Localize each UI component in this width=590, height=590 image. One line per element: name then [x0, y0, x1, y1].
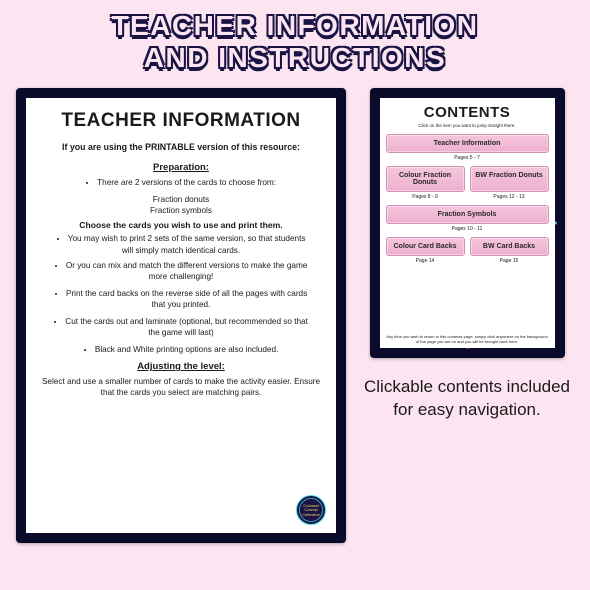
version-lines: Fraction donuts Fraction symbols	[36, 194, 326, 216]
page-header: TEACHER INFORMATION AND INSTRUCTIONS	[0, 0, 590, 88]
prep-list-4: Cut the cards out and laminate (optional…	[36, 316, 326, 338]
contents-row-4: Colour Card Backs BW Card Backs	[386, 237, 549, 256]
contents-item-bw-donuts[interactable]: BW Fraction Donuts	[470, 166, 549, 192]
page-title: TEACHER INFORMATION AND INSTRUCTIONS	[8, 10, 582, 74]
prep-list-1: There are 2 versions of the cards to cho…	[36, 177, 326, 188]
choose-line: Choose the cards you wish to use and pri…	[36, 220, 326, 232]
teacher-info-panel: TEACHER INFORMATION If you are using the…	[16, 88, 346, 543]
pages-row-4: Page 14 Page 15	[386, 256, 549, 269]
contents-item-teacher-info[interactable]: Teacher Information	[386, 134, 549, 153]
preparation-heading: Preparation:	[36, 162, 326, 175]
pages-row-2: Pages 8 - 9 Pages 12 - 13	[386, 192, 549, 205]
contents-item-colour-backs[interactable]: Colour Card Backs	[386, 237, 465, 256]
contents-footnote: Any time you wish to return to this cont…	[386, 334, 549, 344]
contents-item-bw-backs[interactable]: BW Card Backs	[470, 237, 549, 256]
pages-4: Page 14	[386, 258, 465, 264]
adjust-text: Select and use a smaller number of cards…	[36, 376, 326, 398]
right-column: CONTENTS Click on the item you want to j…	[360, 88, 574, 422]
prep-bullet-3: Or you can mix and match the different v…	[50, 260, 312, 282]
prep-list-2: You may wish to print 2 sets of the same…	[36, 233, 326, 281]
contents-inner: CONTENTS Click on the item you want to j…	[380, 98, 555, 348]
panels-row: TEACHER INFORMATION If you are using the…	[0, 88, 590, 558]
version-1: Fraction donuts	[36, 194, 326, 205]
pages-0: Pages 5 - 7	[386, 155, 549, 161]
contents-title: CONTENTS	[386, 104, 549, 121]
prep-list-5: Black and White printing options are als…	[36, 344, 326, 355]
prep-bullet-6: Black and White printing options are als…	[50, 344, 312, 355]
prep-list-3: Print the card backs on the reverse side…	[36, 288, 326, 310]
logo-text: Colossal Cosmic Collection	[297, 504, 325, 517]
version-2: Fraction symbols	[36, 205, 326, 216]
prep-bullet-2: You may wish to print 2 sets of the same…	[50, 233, 312, 255]
teacher-info-inner: TEACHER INFORMATION If you are using the…	[26, 98, 336, 533]
contents-hint: Click on the item you want to jump strai…	[386, 123, 549, 128]
teacher-info-title: TEACHER INFORMATION	[36, 108, 326, 134]
title-line-2: AND INSTRUCTIONS	[144, 42, 446, 73]
teacher-info-intro: If you are using the PRINTABLE version o…	[36, 142, 326, 154]
prep-bullet-4: Print the card backs on the reverse side…	[50, 288, 312, 310]
adjust-heading: Adjusting the level:	[36, 361, 326, 374]
contents-panel: CONTENTS Click on the item you want to j…	[370, 88, 565, 358]
pages-5: Page 15	[470, 258, 549, 264]
contents-row-2: Colour Fraction Donuts BW Fraction Donut…	[386, 166, 549, 192]
title-line-1: TEACHER INFORMATION	[111, 10, 478, 41]
prep-bullet-5: Cut the cards out and laminate (optional…	[50, 316, 312, 338]
pages-2: Pages 12 - 13	[470, 194, 549, 200]
prep-bullet-1: There are 2 versions of the cards to cho…	[50, 177, 312, 188]
contents-item-colour-donuts[interactable]: Colour Fraction Donuts	[386, 166, 465, 192]
pages-3: Pages 10 - 11	[386, 226, 549, 232]
pages-1: Pages 8 - 9	[386, 194, 465, 200]
contents-caption: Clickable contents included for easy nav…	[360, 376, 574, 422]
contents-item-fraction-symbols[interactable]: Fraction Symbols	[386, 205, 549, 224]
